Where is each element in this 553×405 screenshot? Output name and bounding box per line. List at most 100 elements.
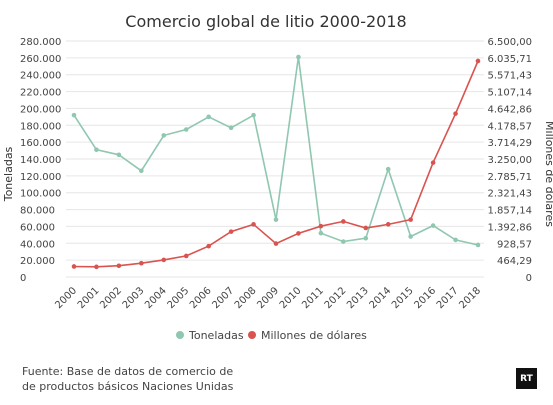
source-note: Fuente: Base de datos de comercio de de … bbox=[22, 364, 302, 394]
right-tick-label: 0 bbox=[526, 273, 532, 284]
x-tick-label: 2013 bbox=[345, 285, 371, 311]
data-point-millones bbox=[296, 231, 301, 236]
data-point-millones bbox=[161, 257, 167, 263]
data-point-millones bbox=[228, 229, 234, 234]
x-tick-label: 2008 bbox=[233, 285, 259, 311]
x-tick-label: 2016 bbox=[412, 285, 438, 311]
left-tick-label: 80.000 bbox=[20, 206, 55, 217]
data-point-toneladas bbox=[430, 223, 436, 228]
data-point-toneladas bbox=[139, 168, 144, 174]
left-tick-label: 120.000 bbox=[20, 172, 61, 183]
x-tick-label: 2011 bbox=[300, 285, 326, 311]
data-point-toneladas bbox=[341, 239, 346, 244]
x-tick-label: 2004 bbox=[143, 285, 169, 311]
left-axis-label: Toneladas bbox=[2, 146, 15, 202]
x-axis-ticks: 2000200120022003200420052006200720082009… bbox=[53, 285, 483, 311]
data-point-toneladas bbox=[475, 242, 481, 248]
x-tick-label: 2007 bbox=[210, 285, 236, 311]
left-tick-label: 180.000 bbox=[20, 121, 61, 132]
data-point-toneladas bbox=[251, 112, 256, 118]
data-point-millones bbox=[430, 160, 436, 165]
data-point-toneladas bbox=[94, 147, 99, 153]
x-tick-label: 2001 bbox=[76, 285, 102, 311]
data-point-millones bbox=[453, 111, 458, 116]
right-tick-label: 3.714,29 bbox=[487, 138, 532, 149]
right-tick-label: 4.642,86 bbox=[487, 104, 532, 115]
left-tick-label: 100.000 bbox=[20, 189, 61, 200]
left-tick-label: 160.000 bbox=[20, 138, 61, 149]
x-tick-label: 2006 bbox=[188, 285, 214, 311]
x-tick-label: 2017 bbox=[435, 285, 461, 311]
legend-marker-millones bbox=[248, 331, 256, 339]
data-point-toneladas bbox=[116, 152, 122, 158]
left-tick-label: 220.000 bbox=[20, 88, 61, 99]
data-point-toneladas bbox=[206, 114, 211, 120]
data-point-toneladas bbox=[161, 133, 167, 138]
right-tick-label: 6.035,71 bbox=[487, 54, 532, 65]
right-tick-label: 5.571,43 bbox=[487, 71, 532, 82]
left-tick-label: 20.000 bbox=[20, 256, 55, 267]
data-point-millones bbox=[385, 222, 391, 227]
x-tick-label: 2005 bbox=[166, 285, 192, 311]
data-point-millones bbox=[408, 217, 413, 222]
right-tick-label: 1.857,14 bbox=[487, 206, 532, 217]
source-line-2: de productos básicos Naciones Unidas bbox=[22, 380, 234, 393]
data-point-millones bbox=[318, 223, 324, 229]
data-point-toneladas bbox=[363, 235, 369, 241]
left-tick-label: 140.000 bbox=[20, 155, 61, 166]
right-axis-ticks: 0 464,29 928,57 1.392,86 1.857,14 2.321,43 2.7… bbox=[487, 37, 532, 284]
legend: Toneladas Millones de dólares bbox=[176, 329, 367, 342]
right-axis-label: Millones de dólares bbox=[543, 121, 553, 227]
right-tick-label: 2.321,43 bbox=[487, 189, 532, 200]
left-tick-label: 280.000 bbox=[20, 37, 61, 48]
data-point-millones bbox=[94, 264, 99, 270]
data-point-millones bbox=[71, 264, 77, 269]
left-tick-label: 240.000 bbox=[20, 71, 61, 82]
data-point-millones bbox=[273, 241, 279, 246]
left-axis-ticks: 0 20.000 40.000 60.000 80.000 100.000 120.000 1… bbox=[20, 37, 61, 284]
rt-logo: RT bbox=[516, 368, 537, 389]
x-tick-label: 2010 bbox=[278, 285, 304, 311]
data-point-millones bbox=[183, 253, 189, 259]
legend-label-toneladas: Toneladas bbox=[188, 329, 244, 342]
data-point-millones bbox=[363, 225, 369, 231]
data-point-millones bbox=[341, 219, 346, 224]
right-tick-label: 6.500,00 bbox=[487, 37, 532, 48]
data-point-toneladas bbox=[228, 125, 234, 131]
x-tick-label: 2012 bbox=[323, 285, 349, 311]
data-point-millones bbox=[475, 58, 481, 64]
data-point-toneladas bbox=[296, 54, 301, 60]
chart-title: Comercio global de litio 2000-2018 bbox=[125, 12, 406, 31]
left-tick-label: 260.000 bbox=[20, 54, 61, 65]
x-tick-label: 2014 bbox=[368, 285, 394, 311]
data-point-toneladas bbox=[183, 127, 189, 132]
right-tick-label: 2.785,71 bbox=[487, 172, 532, 183]
data-point-toneladas bbox=[273, 217, 279, 222]
data-point-millones bbox=[251, 222, 256, 227]
source-line-1: Fuente: Base de datos de comercio de bbox=[22, 365, 234, 378]
right-tick-label: 4.178,57 bbox=[487, 121, 532, 132]
left-tick-label: 200.000 bbox=[20, 104, 61, 115]
x-tick-label: 2002 bbox=[98, 285, 124, 311]
x-tick-label: 2003 bbox=[121, 285, 147, 311]
data-point-millones bbox=[206, 243, 211, 249]
right-tick-label: 3.250,00 bbox=[487, 155, 532, 166]
left-tick-label: 0 bbox=[20, 273, 26, 284]
right-tick-label: 5.107,14 bbox=[487, 88, 532, 99]
x-tick-label: 2009 bbox=[255, 285, 281, 311]
grid bbox=[66, 40, 484, 278]
legend-label-millones: Millones de dólares bbox=[261, 329, 367, 342]
left-tick-label: 60.000 bbox=[20, 222, 55, 233]
x-tick-label: 2018 bbox=[457, 285, 483, 311]
data-point-millones bbox=[139, 260, 144, 266]
right-tick-label: 928,57 bbox=[497, 239, 532, 250]
left-tick-label: 40.000 bbox=[20, 239, 55, 250]
series-line-toneladas bbox=[73, 56, 479, 246]
data-point-toneladas bbox=[453, 237, 458, 243]
right-tick-label: 464,29 bbox=[497, 256, 532, 267]
data-point-toneladas bbox=[71, 112, 77, 118]
x-tick-label: 2000 bbox=[53, 285, 79, 311]
data-point-toneladas bbox=[318, 230, 324, 236]
legend-marker-toneladas bbox=[176, 331, 184, 339]
